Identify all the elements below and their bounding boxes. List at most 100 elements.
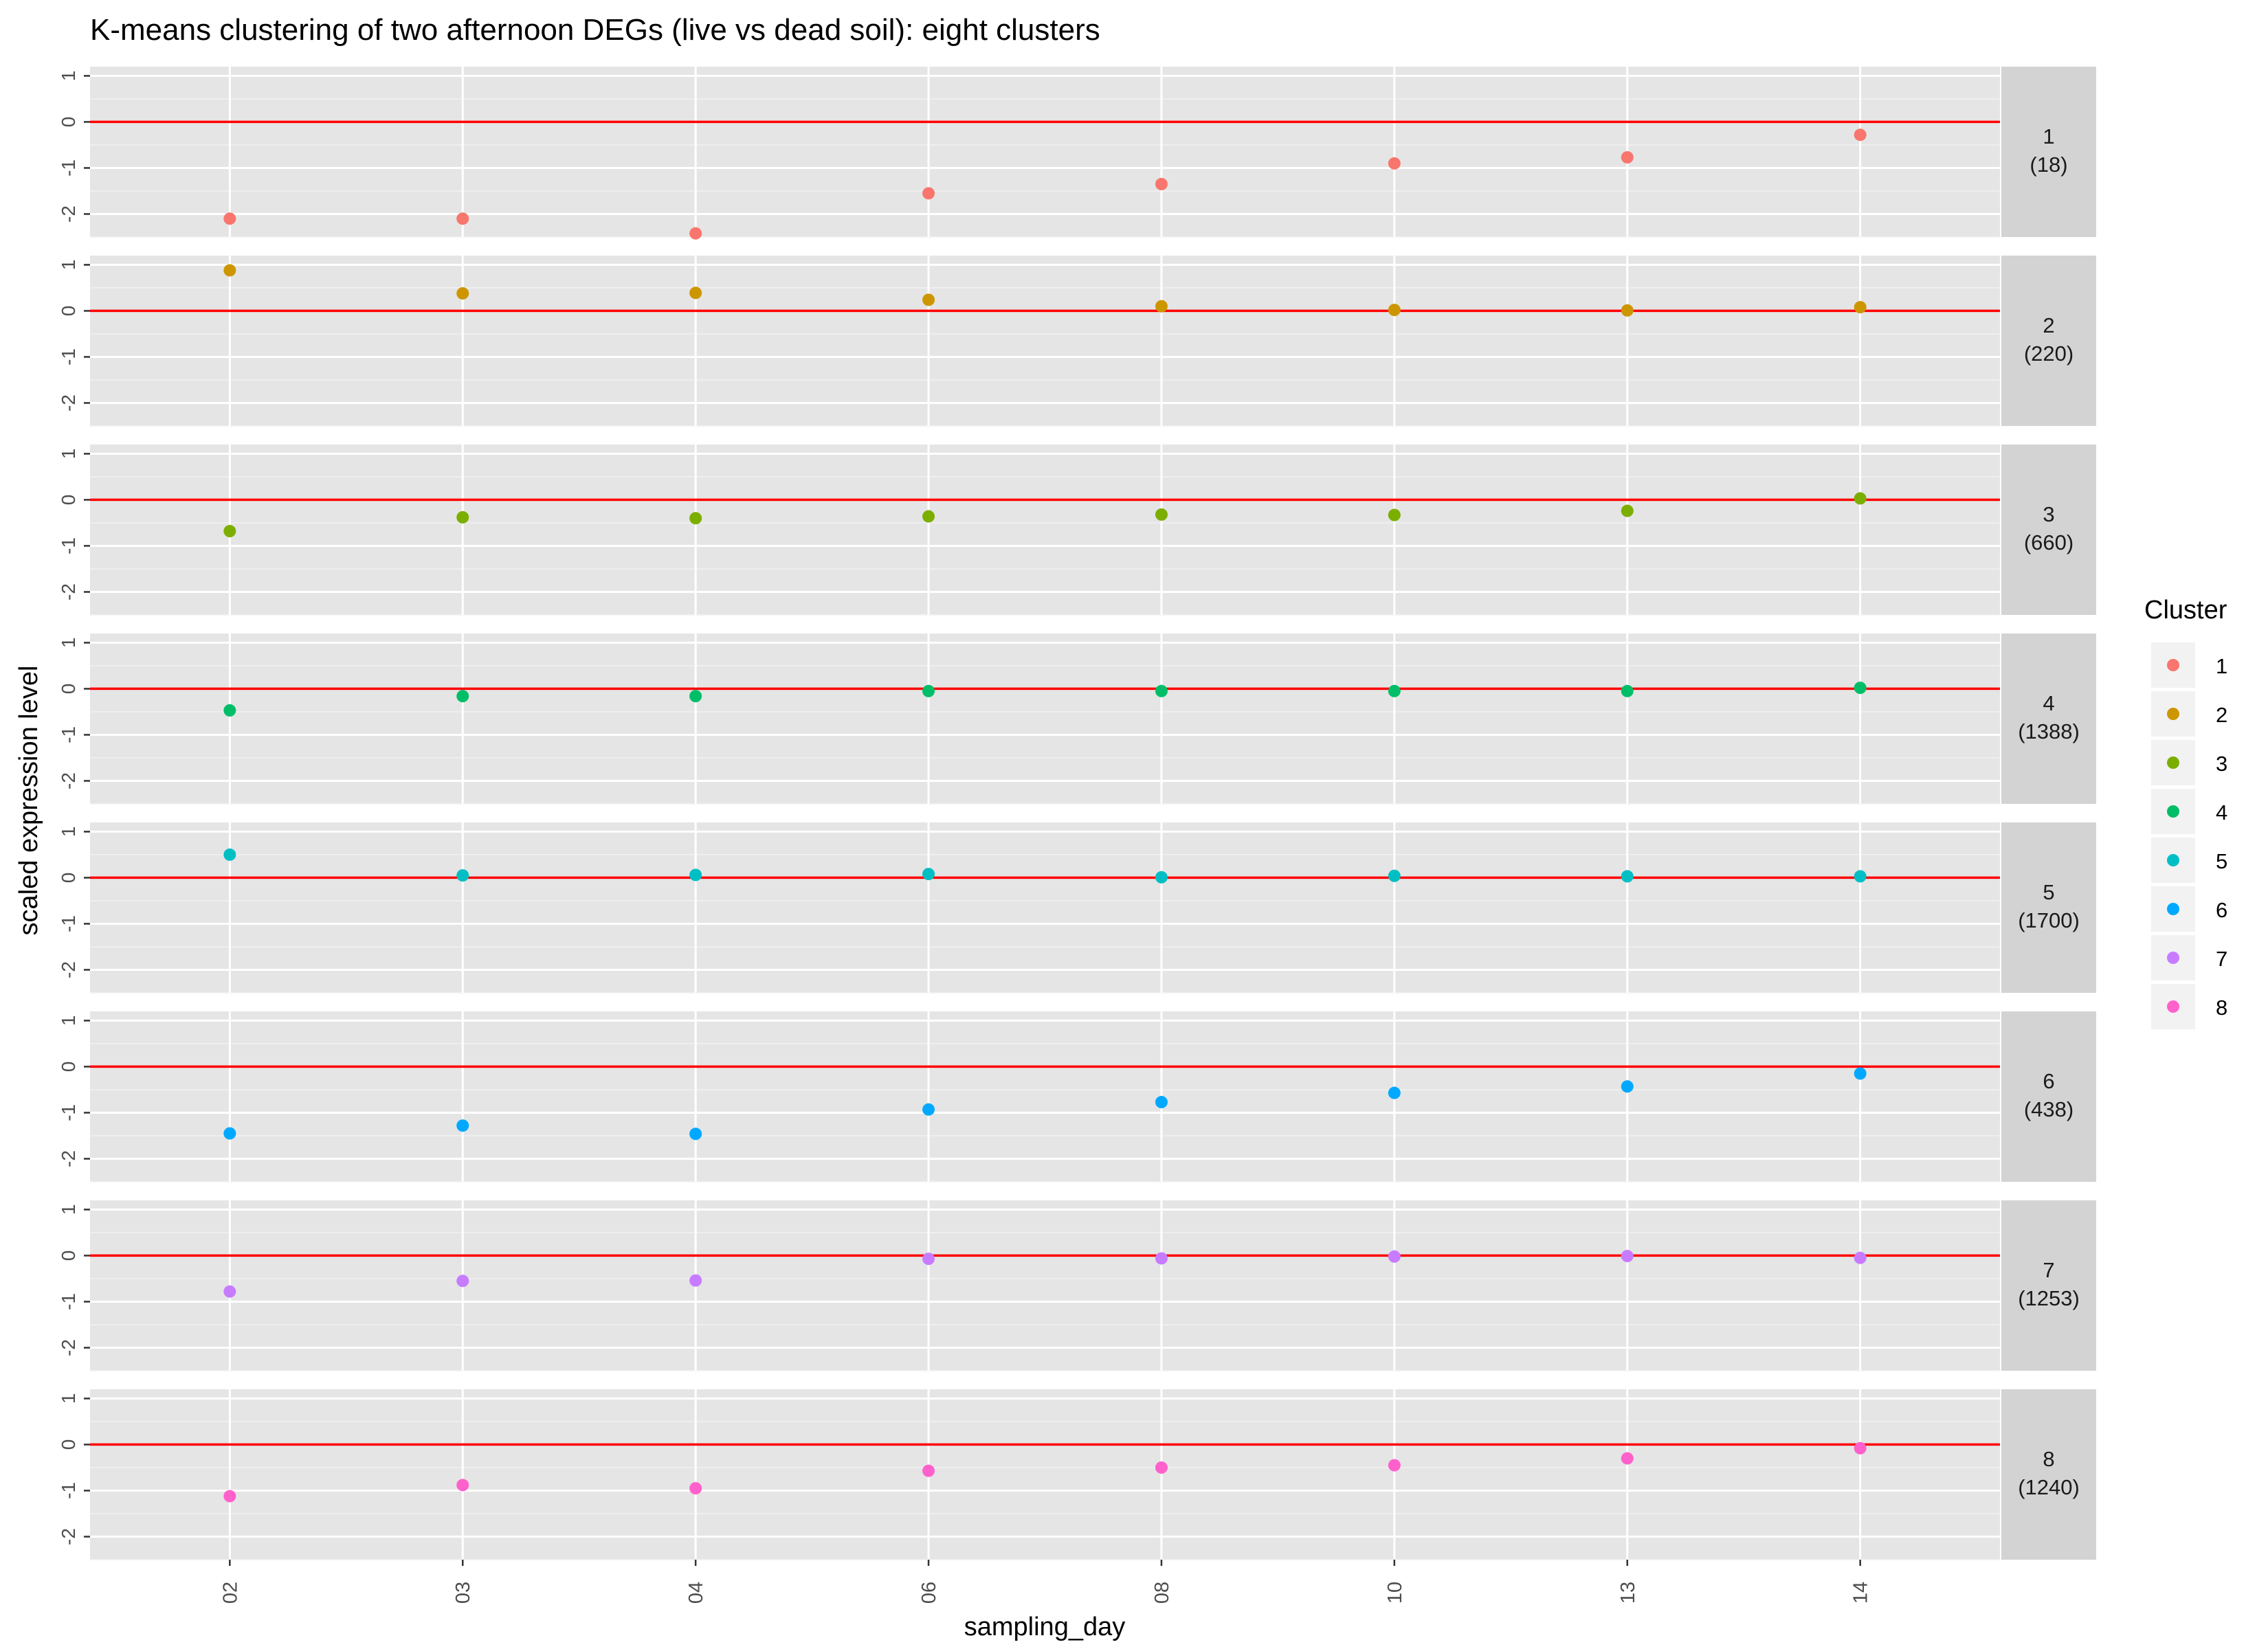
facet-panel-8: -2 -1 0 1 8 (1240) bbox=[58, 1389, 2096, 1560]
facet-strip-cluster-label: 8 bbox=[2043, 1447, 2054, 1471]
x-tick-label: 08 bbox=[1151, 1582, 1173, 1604]
y-tick-label: 1 bbox=[58, 1393, 79, 1404]
facet-panel-2: -2 -1 0 1 2 (220) bbox=[58, 256, 2096, 427]
facet-strip-count-label: (1253) bbox=[2018, 1286, 2080, 1310]
legend-label: 7 bbox=[2216, 947, 2227, 971]
data-point-cluster-4-day-04 bbox=[689, 690, 702, 703]
data-point-cluster-6-day-10 bbox=[1388, 1086, 1401, 1099]
x-tick-label: 10 bbox=[1384, 1582, 1406, 1604]
facet-strip bbox=[2001, 822, 2096, 993]
facet-strip bbox=[2001, 67, 2096, 237]
data-point-cluster-5-day-02 bbox=[223, 848, 236, 861]
y-tick-label: -2 bbox=[58, 394, 79, 412]
data-point-cluster-4-day-03 bbox=[456, 690, 469, 703]
y-tick-label: 0 bbox=[58, 117, 79, 128]
panel-background bbox=[90, 1389, 2000, 1560]
data-point-cluster-6-day-08 bbox=[1155, 1096, 1168, 1109]
data-point-cluster-3-day-03 bbox=[456, 511, 469, 524]
y-tick-label: -1 bbox=[58, 348, 79, 366]
panel-background bbox=[90, 256, 2000, 426]
panel-background bbox=[90, 633, 2000, 804]
y-tick-label: -2 bbox=[58, 1339, 79, 1356]
data-point-cluster-2-day-04 bbox=[689, 287, 702, 300]
data-point-cluster-3-day-14 bbox=[1854, 492, 1867, 505]
legend-label: 4 bbox=[2216, 800, 2227, 824]
y-tick-label: -1 bbox=[58, 159, 79, 177]
legend-label: 1 bbox=[2216, 654, 2227, 678]
data-point-cluster-1-day-04 bbox=[689, 227, 702, 240]
data-point-cluster-6-day-02 bbox=[223, 1127, 236, 1140]
data-point-cluster-5-day-13 bbox=[1621, 870, 1634, 883]
y-tick-label: -2 bbox=[58, 961, 79, 978]
data-point-cluster-6-day-06 bbox=[922, 1103, 935, 1116]
data-point-cluster-5-day-04 bbox=[689, 868, 702, 882]
facet-strip-count-label: (220) bbox=[2024, 341, 2074, 366]
y-tick-label: 0 bbox=[58, 495, 79, 506]
legend-title: Cluster bbox=[2144, 596, 2227, 625]
data-point-cluster-2-day-13 bbox=[1621, 304, 1634, 317]
facet-panel-1: -2 -1 0 1 1 (18) bbox=[58, 67, 2096, 240]
facet-panel-3: -2 -1 0 1 3 (660) bbox=[58, 445, 2096, 616]
data-point-cluster-4-day-02 bbox=[223, 704, 236, 717]
data-point-cluster-5-day-14 bbox=[1854, 870, 1867, 883]
data-point-cluster-1-day-08 bbox=[1155, 177, 1168, 190]
y-tick-label: -1 bbox=[58, 1104, 79, 1121]
y-tick-label: 0 bbox=[58, 1062, 79, 1073]
y-tick-label: -1 bbox=[58, 537, 79, 554]
legend-label: 6 bbox=[2216, 898, 2227, 922]
facet-strip-cluster-label: 5 bbox=[2043, 880, 2054, 904]
chart-title: K-means clustering of two afternoon DEGs… bbox=[90, 13, 1100, 47]
data-point-cluster-8-day-06 bbox=[922, 1464, 935, 1477]
data-point-cluster-1-day-14 bbox=[1854, 128, 1867, 142]
data-point-cluster-7-day-04 bbox=[689, 1274, 702, 1287]
y-tick-label: -1 bbox=[58, 1482, 79, 1499]
y-tick-label: 0 bbox=[58, 684, 79, 695]
data-point-cluster-3-day-04 bbox=[689, 512, 702, 525]
facet-panel-6: -2 -1 0 1 6 (438) bbox=[58, 1011, 2096, 1182]
x-tick-label: 06 bbox=[918, 1582, 940, 1604]
data-point-cluster-5-day-10 bbox=[1388, 869, 1401, 882]
data-point-cluster-8-day-10 bbox=[1388, 1459, 1401, 1472]
data-point-cluster-6-day-03 bbox=[456, 1119, 469, 1132]
data-point-cluster-7-day-10 bbox=[1388, 1250, 1401, 1263]
data-point-cluster-1-day-10 bbox=[1388, 157, 1401, 170]
panel-background bbox=[90, 445, 2000, 615]
facet-strip-cluster-label: 2 bbox=[2043, 313, 2054, 337]
data-point-cluster-4-day-10 bbox=[1388, 684, 1401, 697]
data-point-cluster-7-day-08 bbox=[1155, 1252, 1168, 1265]
panel-background bbox=[90, 1200, 2000, 1371]
legend-key-2 bbox=[2167, 708, 2179, 720]
y-tick-label: 0 bbox=[58, 306, 79, 317]
x-tick-label: 14 bbox=[1850, 1582, 1872, 1604]
facet-strip-count-label: (438) bbox=[2024, 1097, 2074, 1121]
facet-strip-count-label: (1388) bbox=[2018, 719, 2080, 743]
y-tick-label: 1 bbox=[58, 1204, 79, 1215]
facet-strip-count-label: (660) bbox=[2024, 530, 2074, 554]
data-point-cluster-7-day-02 bbox=[223, 1285, 236, 1298]
facet-strip bbox=[2001, 1200, 2096, 1371]
x-tick-label: 04 bbox=[685, 1582, 707, 1604]
data-point-cluster-2-day-03 bbox=[456, 287, 469, 300]
data-point-cluster-8-day-13 bbox=[1621, 1452, 1634, 1465]
y-tick-label: 1 bbox=[58, 449, 79, 460]
y-tick-label: -2 bbox=[58, 1528, 79, 1545]
y-tick-label: -1 bbox=[58, 915, 79, 932]
x-axis: 02 03 04 06 08 10 13 14 bbox=[219, 1560, 1872, 1604]
legend-key-1 bbox=[2167, 659, 2179, 671]
legend-key-5 bbox=[2167, 854, 2179, 866]
data-point-cluster-3-day-10 bbox=[1388, 508, 1401, 521]
facet-strip-cluster-label: 3 bbox=[2043, 502, 2054, 526]
facet-strip bbox=[2001, 633, 2096, 804]
facet-panel-7: -2 -1 0 1 7 (1253) bbox=[58, 1200, 2096, 1371]
data-point-cluster-5-day-06 bbox=[922, 868, 935, 881]
facet-strip-count-label: (1240) bbox=[2018, 1475, 2080, 1499]
y-tick-label: 0 bbox=[58, 1439, 79, 1450]
facet-strip bbox=[2001, 1389, 2096, 1560]
y-axis-label: scaled expression level bbox=[14, 666, 43, 936]
x-tick-label: 03 bbox=[452, 1582, 474, 1604]
x-tick-label: 02 bbox=[219, 1582, 241, 1604]
data-point-cluster-4-day-13 bbox=[1621, 684, 1634, 697]
y-tick-label: -2 bbox=[58, 583, 79, 601]
data-point-cluster-5-day-03 bbox=[456, 869, 469, 882]
